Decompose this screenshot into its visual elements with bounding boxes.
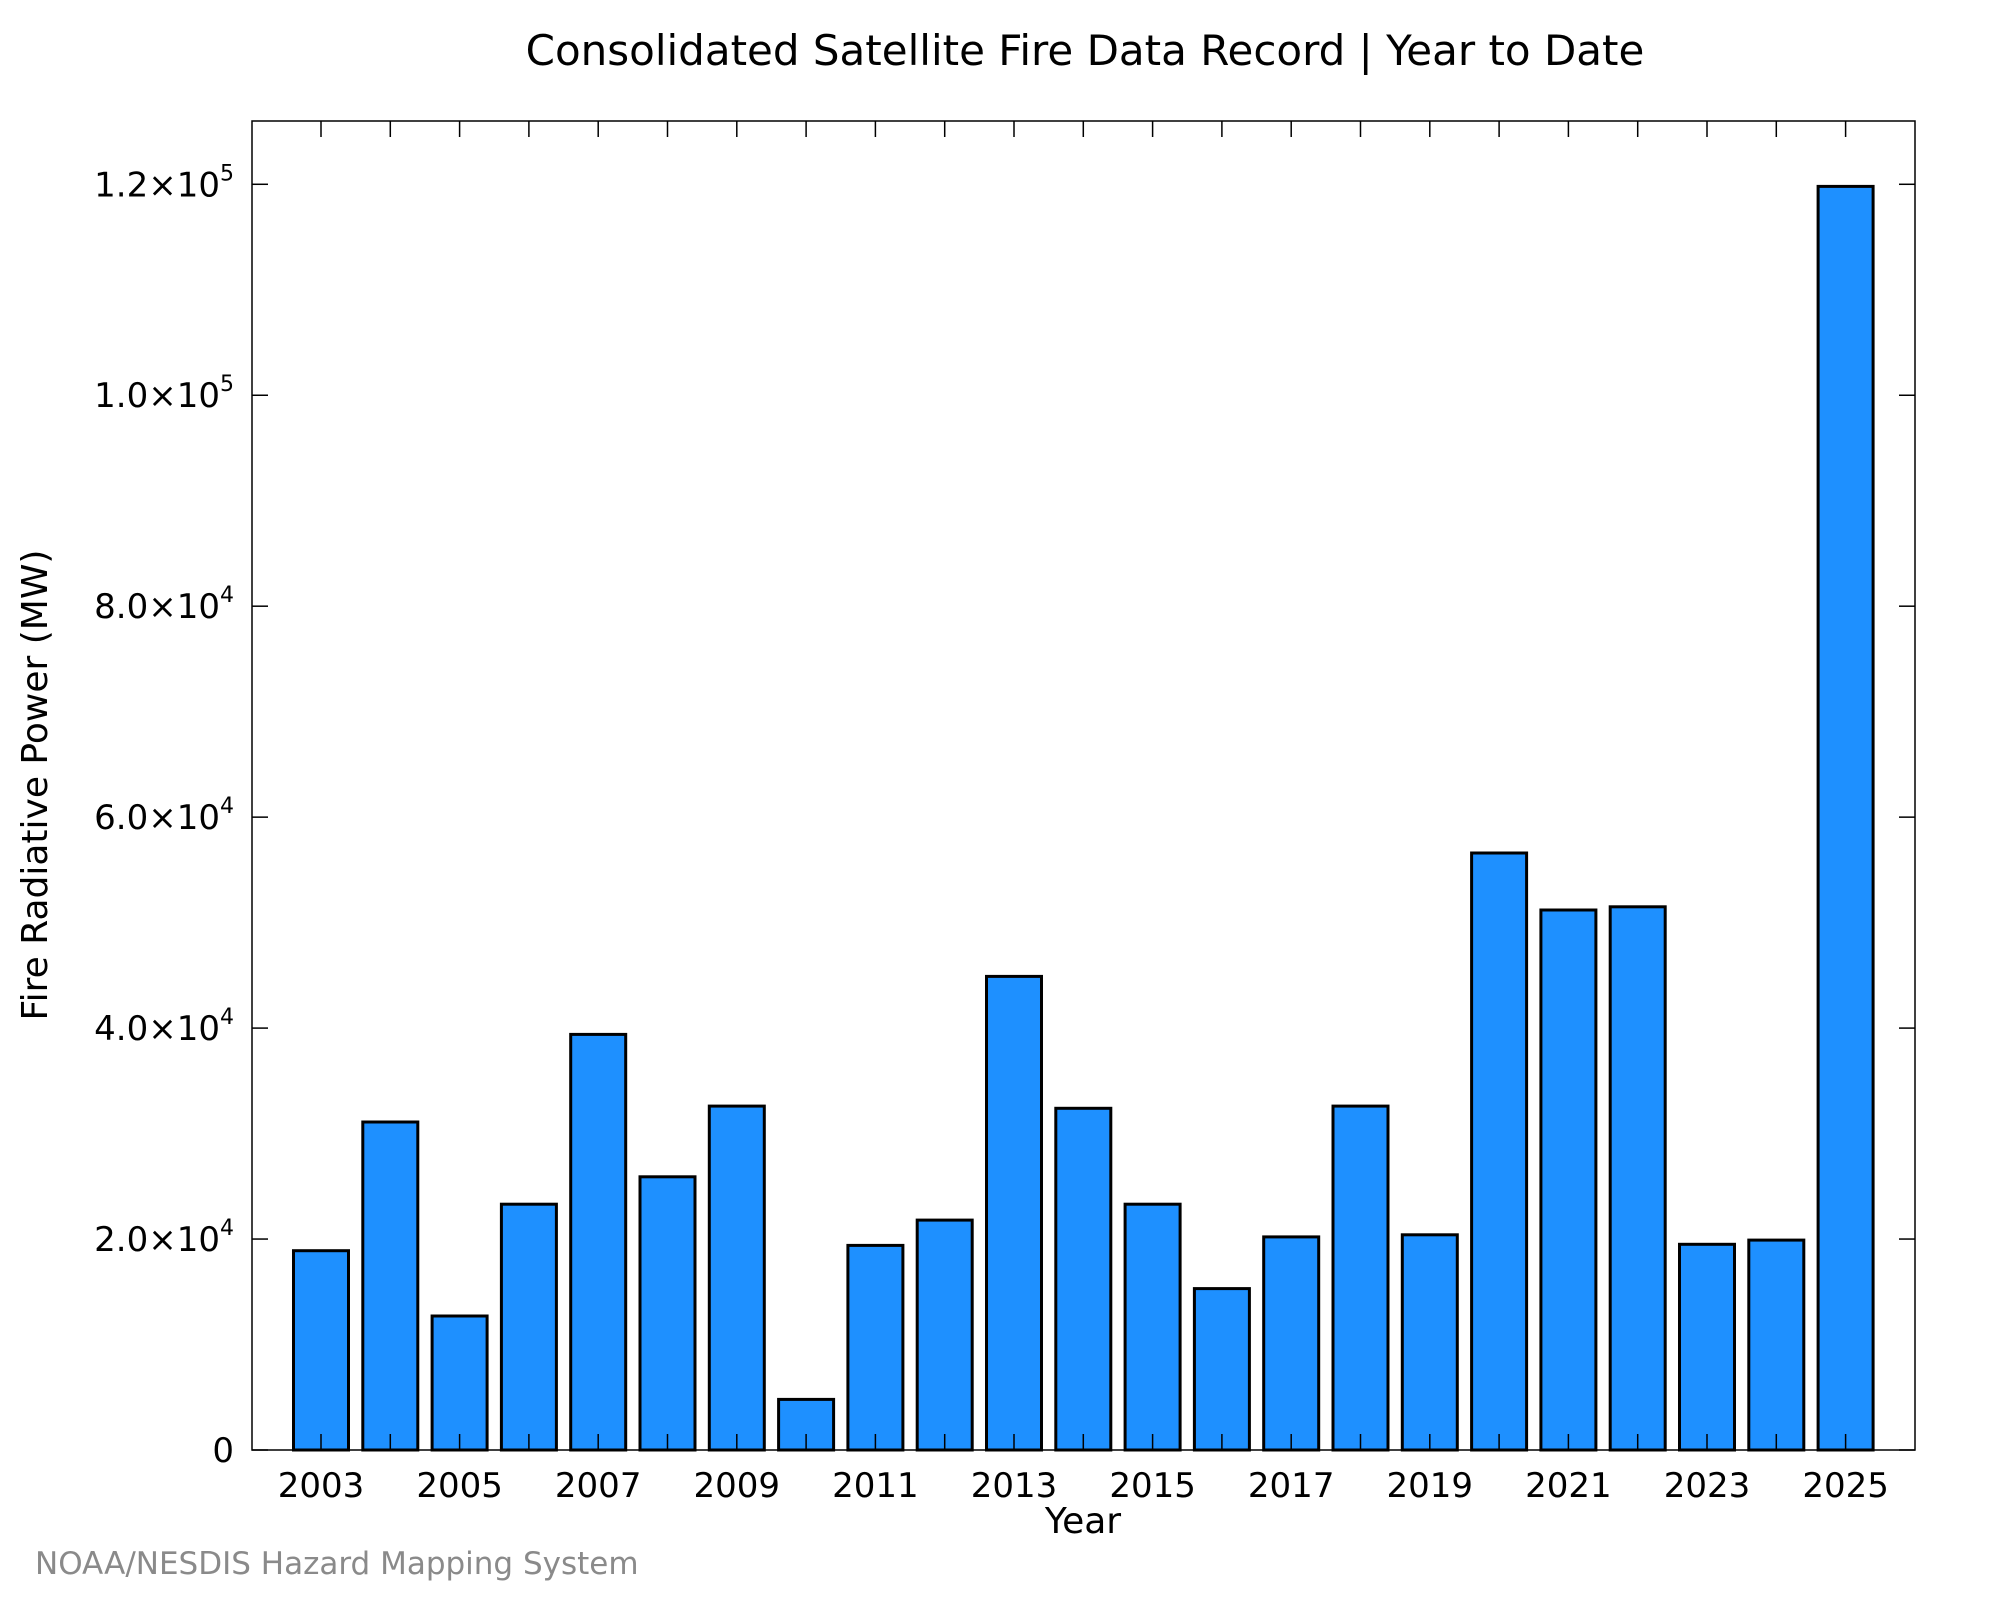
bar-2004: [361, 1120, 420, 1452]
plot-frame: [251, 120, 1916, 1451]
y-tick-label: 0: [212, 1431, 234, 1471]
x-tick-label: 2015: [1109, 1466, 1196, 1506]
y-tick-label: 4.0×104: [94, 1005, 234, 1049]
bar-2015: [1123, 1202, 1182, 1452]
bar-2012: [915, 1218, 974, 1452]
y-axis-ticks: 0 2.0×104 4.0×104 6.0×104 8.0×104 1.0×105 1.2×…: [94, 161, 1915, 1471]
bar-2025: [1816, 184, 1875, 1452]
x-tick-label: 2021: [1525, 1466, 1612, 1506]
bar-2011: [846, 1243, 905, 1452]
bars-group: [292, 184, 1875, 1452]
x-tick-label: 2007: [555, 1466, 642, 1506]
bar-2003: [292, 1249, 350, 1452]
bar-2021: [1539, 908, 1598, 1452]
bar-2006: [499, 1202, 558, 1452]
y-tick-label: 6.0×104: [94, 794, 234, 838]
x-tick-label: 2017: [1248, 1466, 1335, 1506]
y-tick-label: 2.0×104: [94, 1216, 234, 1260]
bar-2019: [1400, 1233, 1459, 1452]
x-axis-label: Year: [1044, 1501, 1121, 1542]
x-tick-label: 2003: [278, 1466, 365, 1506]
bar-2013: [985, 974, 1043, 1452]
bar-2005: [430, 1314, 489, 1452]
x-tick-label: 2011: [832, 1466, 919, 1506]
bar-2009: [707, 1104, 766, 1452]
bar-2007: [569, 1032, 628, 1452]
x-axis-ticks: 2003 2005 2007 2009 2011 2013 2015 2017 2019 2021…: [278, 121, 1889, 1506]
bar-2014: [1054, 1106, 1113, 1452]
bar-2017: [1262, 1235, 1321, 1452]
y-tick-label: 1.0×105: [94, 372, 234, 416]
x-tick-label: 2025: [1802, 1466, 1889, 1506]
bar-2008: [638, 1175, 697, 1452]
y-tick-label: 8.0×104: [94, 583, 234, 627]
bar-2024: [1747, 1238, 1806, 1452]
bar-2023: [1678, 1242, 1736, 1452]
y-axis-label: Fire Radiative Power (MW): [15, 550, 56, 1021]
x-tick-label: 2013: [971, 1466, 1058, 1506]
x-tick-label: 2019: [1387, 1466, 1474, 1506]
source-credit: NOAA/NESDIS Hazard Mapping System: [35, 1546, 639, 1582]
bar-2018: [1331, 1104, 1390, 1452]
x-tick-label: 2005: [416, 1466, 503, 1506]
y-tick-label: 1.2×105: [94, 161, 234, 205]
bar-2022: [1608, 905, 1667, 1452]
chart-title: Consolidated Satellite Fire Data Record …: [526, 26, 1645, 75]
bar-2016: [1192, 1287, 1251, 1452]
x-tick-label: 2009: [694, 1466, 781, 1506]
x-tick-label: 2023: [1664, 1466, 1751, 1506]
bar-2020: [1470, 851, 1529, 1452]
